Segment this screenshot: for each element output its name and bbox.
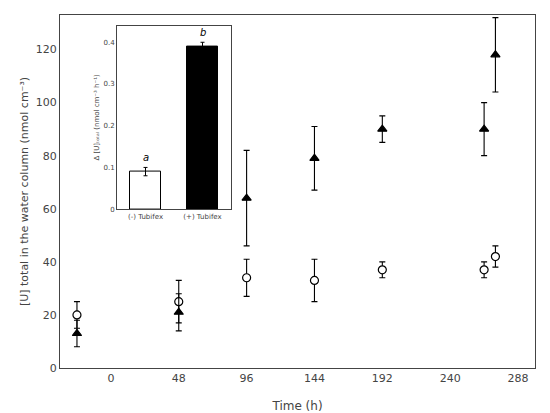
svg-text:(+) Tubifex: (+) Tubifex — [183, 213, 221, 221]
svg-text:(-) Tubifex: (-) Tubifex — [128, 213, 163, 221]
svg-text:40: 40 — [43, 256, 57, 269]
svg-text:0.3: 0.3 — [103, 80, 114, 88]
svg-text:20: 20 — [43, 309, 57, 322]
svg-text:Δ [U]ₜₒₜₐₗ (nmol cm⁻³ h⁻¹): Δ [U]ₜₒₜₐₗ (nmol cm⁻³ h⁻¹) — [94, 74, 102, 161]
svg-text:96: 96 — [240, 372, 254, 385]
svg-text:b: b — [200, 27, 206, 38]
svg-text:120: 120 — [36, 43, 57, 56]
svg-text:0: 0 — [50, 362, 57, 375]
svg-text:80: 80 — [43, 150, 57, 163]
svg-text:0.2: 0.2 — [103, 122, 114, 130]
svg-text:144: 144 — [304, 372, 325, 385]
svg-text:0.1: 0.1 — [103, 164, 114, 172]
svg-text:48: 48 — [172, 372, 186, 385]
svg-text:[U] total in the water column: [U] total in the water column (nmol cm⁻³… — [18, 77, 31, 306]
svg-text:0: 0 — [110, 206, 114, 214]
svg-text:0.4: 0.4 — [103, 39, 115, 47]
svg-text:100: 100 — [36, 96, 57, 109]
svg-text:240: 240 — [440, 372, 461, 385]
svg-text:Time (h): Time (h) — [271, 399, 322, 413]
svg-text:288: 288 — [508, 372, 529, 385]
svg-text:0: 0 — [107, 372, 114, 385]
svg-text:192: 192 — [372, 372, 393, 385]
svg-text:a: a — [143, 152, 149, 163]
svg-text:60: 60 — [43, 203, 57, 216]
